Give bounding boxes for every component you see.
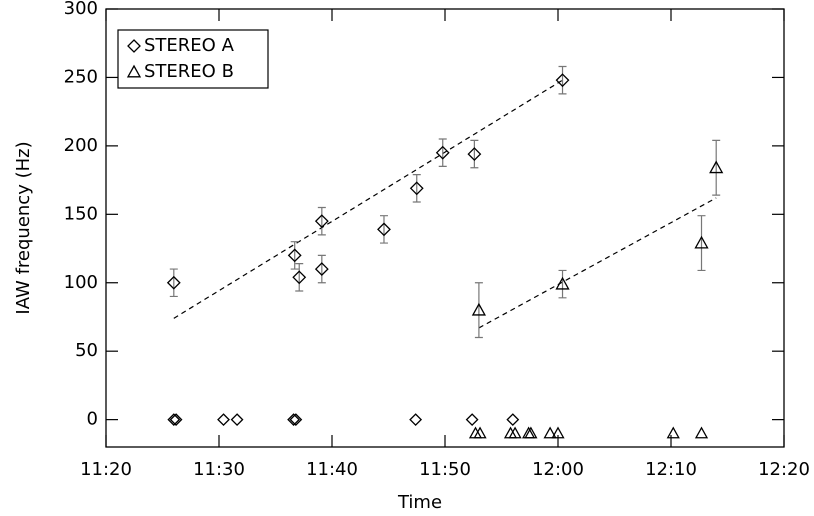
y-tick-label: 100: [64, 272, 98, 293]
marker: [314, 214, 329, 229]
x-tick-label: 12:10: [645, 459, 697, 480]
x-tick-label: 11:30: [193, 459, 245, 480]
marker: [467, 147, 482, 162]
y-tick-label: 300: [64, 0, 98, 19]
marker: [166, 275, 181, 290]
marker: [694, 235, 709, 249]
y-tick-label: 150: [64, 203, 98, 224]
detection-marker: [508, 426, 522, 439]
detection-marker: [543, 426, 557, 439]
detection-marker: [473, 426, 487, 439]
legend-label: STEREO B: [144, 61, 234, 82]
detection-marker: [666, 426, 680, 439]
marker: [555, 276, 570, 290]
x-tick-label: 11:20: [80, 459, 132, 480]
detection-marker: [694, 426, 709, 439]
error-bar: [169, 268, 178, 298]
legend-marker: [127, 39, 141, 53]
detection-marker: [524, 426, 538, 439]
x-tick-label: 12:00: [532, 459, 584, 480]
error-bar: [317, 254, 326, 284]
error-bar: [558, 269, 567, 299]
x-tick-label: 12:20: [758, 459, 810, 480]
marker: [409, 181, 424, 196]
y-axis-label: IAW frequency (Hz): [13, 141, 34, 314]
error-bar: [697, 215, 706, 272]
error-bar: [295, 262, 304, 292]
error-bar: [474, 282, 483, 339]
fit-line: [173, 79, 563, 319]
y-tick-label: 0: [87, 409, 98, 430]
detection-marker: [287, 413, 300, 427]
error-bar: [438, 138, 447, 168]
error-bar: [470, 139, 479, 169]
error-bar: [379, 215, 388, 244]
detection-marker: [167, 413, 181, 427]
y-tick-label: 50: [75, 340, 98, 361]
detection-marker: [506, 413, 520, 427]
error-bar: [712, 139, 721, 196]
marker: [377, 222, 391, 237]
detection-marker: [409, 413, 423, 427]
error-bar: [412, 174, 421, 203]
marker: [314, 262, 329, 276]
marker: [709, 160, 724, 174]
detection-marker: [289, 413, 303, 427]
marker: [471, 302, 487, 316]
legend-label: STEREO A: [144, 35, 235, 56]
marker: [292, 270, 307, 285]
detection-marker: [169, 413, 183, 427]
marker: [287, 248, 302, 263]
legend-box: [117, 29, 269, 89]
error-bar: [290, 241, 299, 270]
legend-marker: [126, 64, 142, 78]
marker: [555, 73, 570, 88]
error-bar: [317, 206, 326, 236]
x-axis-label: Time: [397, 492, 442, 513]
detection-marker: [230, 413, 244, 427]
error-bar: [558, 65, 567, 95]
fit-line: [478, 197, 717, 329]
detection-marker: [217, 413, 230, 427]
x-tick-label: 11:40: [306, 459, 358, 480]
marker: [435, 145, 450, 160]
y-tick-label: 250: [64, 66, 98, 87]
y-tick-label: 200: [64, 135, 98, 156]
detection-marker: [465, 413, 479, 427]
detection-marker: [551, 426, 565, 439]
x-tick-label: 11:50: [419, 459, 471, 480]
